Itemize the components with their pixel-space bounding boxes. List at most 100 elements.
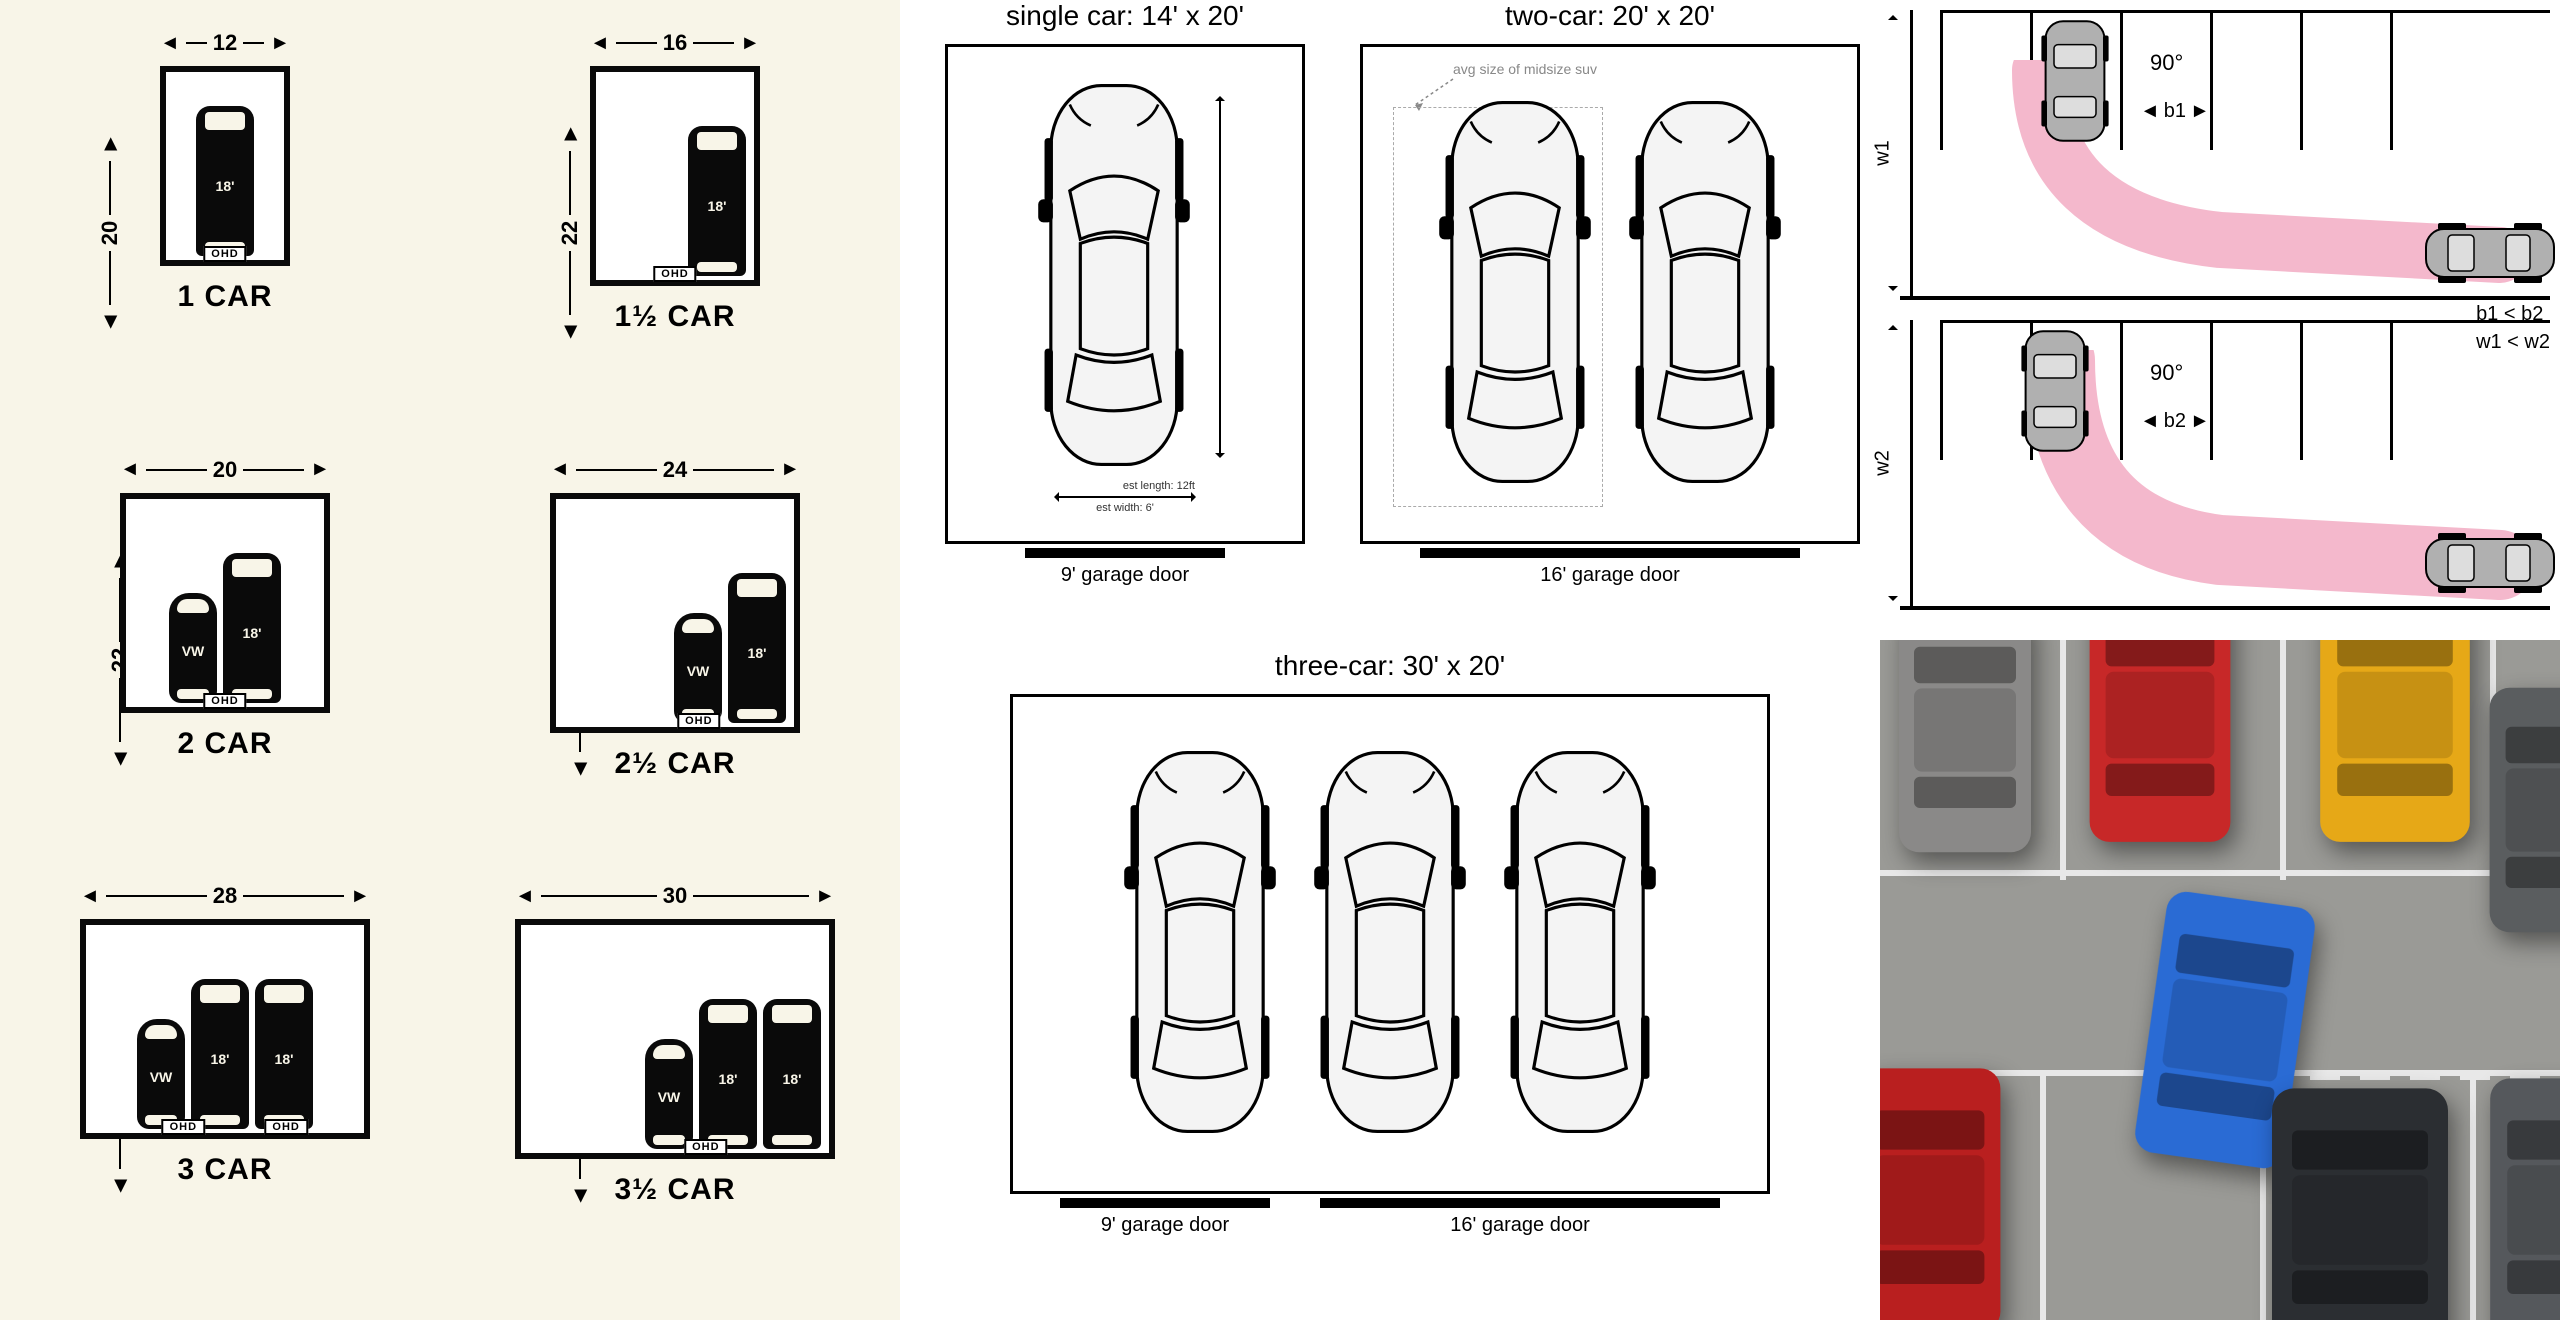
car-icon: 18' xyxy=(191,979,249,1129)
car-icon: 18' xyxy=(196,106,254,256)
garage-box: VW18'OHD xyxy=(550,493,800,733)
garage-door: 9' garage door xyxy=(1025,548,1225,587)
car-icon: 18' xyxy=(728,573,786,723)
single-frame: est length: 12ft est width: 6' xyxy=(945,44,1305,544)
parking-slot-line xyxy=(2300,320,2303,460)
width-dimension: ◄30► xyxy=(515,883,835,909)
car-icon: 18' xyxy=(763,999,821,1149)
parked-car-icon xyxy=(2020,326,2090,461)
parking-slot-line xyxy=(1940,10,1943,150)
left-garage-size-chart: ◄12►◄20►18'OHD1 CAR◄16►◄22►18'OHD1½ CAR◄… xyxy=(0,0,900,1320)
garage-box: VW18'OHD xyxy=(120,493,330,713)
garage-title: 1 CAR xyxy=(177,280,272,314)
garage-title: 1½ CAR xyxy=(614,300,735,334)
parking-line xyxy=(1880,870,2560,876)
parking-line xyxy=(2060,640,2066,880)
approaching-car-icon xyxy=(2420,531,2560,600)
car-outline-icon xyxy=(1305,742,1475,1147)
three-title: three-car: 30' x 20' xyxy=(1275,650,1505,682)
garage-box: 18'OHD xyxy=(160,66,290,266)
width-dimension: ◄16► xyxy=(590,30,760,56)
car-outline-icon xyxy=(1029,75,1199,480)
parking-slot-line xyxy=(1940,320,1943,460)
height-dimension: ◄22► xyxy=(557,123,583,343)
three-door-row: 9' garage door 16' garage door xyxy=(1010,1198,1770,1237)
two-door-row: 16' garage door xyxy=(1360,548,1860,587)
parked-car-icon xyxy=(2040,16,2110,151)
parking-angle-diagram: w1 90°◄b1► b1 < b2 w1 < w2 w2 90°◄b2► xyxy=(1880,0,2560,640)
right-panel: w1 90°◄b1► b1 < b2 w1 < w2 w2 90°◄b2► xyxy=(1880,0,2560,1320)
garage-cell-3car: ◄28►◄22►VW18'18'OHDOHD3 CAR xyxy=(20,883,430,1290)
three-car-block: three-car: 30' x 20' xyxy=(1010,650,1770,1310)
garage-title: 2 CAR xyxy=(177,727,272,761)
width-dimension: ◄28► xyxy=(80,883,370,909)
parking-section-bottom: w2 90°◄b2► xyxy=(1900,320,2550,610)
parked-car xyxy=(2480,680,2560,940)
ohd-label: OHD xyxy=(203,693,246,709)
parked-car xyxy=(2310,640,2480,850)
parking-slot-line xyxy=(2120,10,2123,150)
w1-label: w1 xyxy=(1871,140,1894,166)
width-dimension: ◄20► xyxy=(120,457,330,483)
three-frame xyxy=(1010,694,1770,1194)
garage-cell-1car: ◄12► ◄20► 18'OHD 1 CAR xyxy=(20,30,430,437)
parked-car xyxy=(1880,1060,2010,1320)
parked-car xyxy=(2480,1070,2560,1320)
w2-label: w2 xyxy=(1871,450,1894,476)
single-door-row: 9' garage door xyxy=(920,548,1330,587)
parking-slot-line xyxy=(2390,320,2393,460)
center-garage-layouts: single car: 14' x 20' xyxy=(900,0,1880,1320)
garage-cell-2_5car: ◄24►◄24►VW18'OHD2½ CAR xyxy=(470,457,880,864)
car-outline-icon xyxy=(1430,92,1600,497)
width-dimension: ◄12► xyxy=(160,30,290,56)
car-icon: VW xyxy=(137,1019,185,1129)
garage-box: VW18'18'OHD xyxy=(515,919,835,1159)
parked-car xyxy=(2260,1080,2460,1320)
car-icon: 18' xyxy=(688,126,746,276)
parking-slot-line xyxy=(2030,10,2033,150)
parking-slot-line xyxy=(2210,10,2213,150)
car-outline-icon xyxy=(1620,92,1790,497)
garage-door: 9' garage door xyxy=(1060,1198,1270,1237)
garage-door: 16' garage door xyxy=(1420,548,1800,587)
parking-slot-line xyxy=(2120,320,2123,460)
two-title: two-car: 20' x 20' xyxy=(1505,0,1715,32)
ohd-label: OHD xyxy=(264,1119,307,1135)
car-icon: VW xyxy=(645,1039,693,1149)
est-length-label: est length: 12ft xyxy=(1055,480,1195,492)
car-outline-icon xyxy=(1115,742,1285,1147)
b-dimension: ◄b1► xyxy=(2140,100,2210,123)
parking-section-top: w1 90°◄b1► xyxy=(1900,10,2550,300)
two-car-block: two-car: 20' x 20' avg size of midsize s… xyxy=(1360,0,1860,640)
garage-title: 2½ CAR xyxy=(614,747,735,781)
parking-slot-line xyxy=(2390,10,2393,150)
ohd-label: OHD xyxy=(162,1119,205,1135)
garage-door: 16' garage door xyxy=(1320,1198,1720,1237)
height-dimension: ◄20► xyxy=(97,133,123,333)
car-icon: 18' xyxy=(699,999,757,1149)
single-car-block: single car: 14' x 20' xyxy=(920,0,1330,640)
ohd-label: OHD xyxy=(684,1139,727,1155)
car-icon: VW xyxy=(674,613,722,723)
parking-line xyxy=(2040,1070,2046,1320)
ohd-label: OHD xyxy=(203,246,246,262)
b-dimension: ◄b2► xyxy=(2140,410,2210,433)
car-outline-icon xyxy=(1495,742,1665,1147)
parking-line xyxy=(2280,640,2286,880)
garage-title: 3½ CAR xyxy=(614,1173,735,1207)
width-dimension: ◄24► xyxy=(550,457,800,483)
suv-note: avg size of midsize suv xyxy=(1453,61,1597,77)
garage-cell-3_5car: ◄30►◄24►VW18'18'OHD3½ CAR xyxy=(470,883,880,1290)
single-title: single car: 14' x 20' xyxy=(1006,0,1244,32)
two-frame: avg size of midsize suv xyxy=(1360,44,1860,544)
angle-label: 90° xyxy=(2150,360,2183,386)
garage-grid: ◄12►◄20►18'OHD1 CAR◄16►◄22►18'OHD1½ CAR◄… xyxy=(20,30,880,1290)
parking-slot-line xyxy=(2300,10,2303,150)
angle-label: 90° xyxy=(2150,50,2183,76)
parked-car xyxy=(2080,640,2240,850)
est-width-label: est width: 6' xyxy=(1055,502,1195,514)
car-icon: 18' xyxy=(255,979,313,1129)
car-icon: 18' xyxy=(223,553,281,703)
car-icon: VW xyxy=(169,593,217,703)
garage-box: VW18'18'OHDOHD xyxy=(80,919,370,1139)
